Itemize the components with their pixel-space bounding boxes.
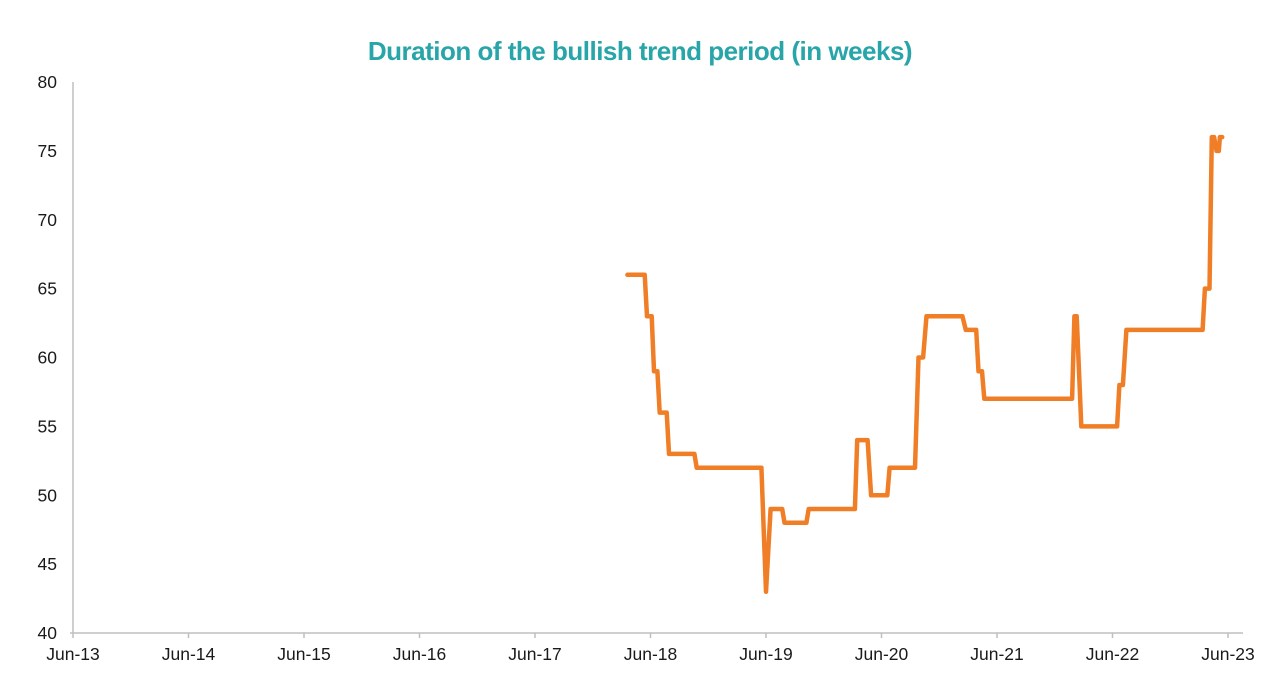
x-tick-label: Jun-23: [1201, 644, 1255, 664]
x-tick-label: Jun-13: [46, 644, 100, 664]
y-tick-label: 75: [38, 141, 57, 161]
y-tick-label: 55: [38, 416, 57, 436]
x-tick-label: Jun-21: [970, 644, 1024, 664]
y-tick-label: 70: [38, 210, 58, 230]
x-tick-label: Jun-16: [393, 644, 447, 664]
series-line-bullish-duration: [625, 134, 1225, 594]
x-tick-label: Jun-15: [277, 644, 331, 664]
x-tick-label: Jun-18: [624, 644, 678, 664]
x-tick-label: Jun-22: [1086, 644, 1140, 664]
x-tick-label: Jun-20: [855, 644, 909, 664]
y-tick-label: 60: [38, 348, 58, 368]
x-tick-label: Jun-17: [508, 644, 562, 664]
x-tick-label: Jun-19: [739, 644, 793, 664]
y-tick-label: 65: [38, 279, 57, 299]
x-tick-label: Jun-14: [162, 644, 216, 664]
chart-title: Duration of the bullish trend period (in…: [367, 36, 913, 66]
y-tick-label: 40: [38, 623, 58, 643]
y-tick-label: 45: [38, 554, 57, 574]
y-tick-label: 80: [38, 72, 58, 92]
y-tick-label: 50: [38, 485, 58, 505]
